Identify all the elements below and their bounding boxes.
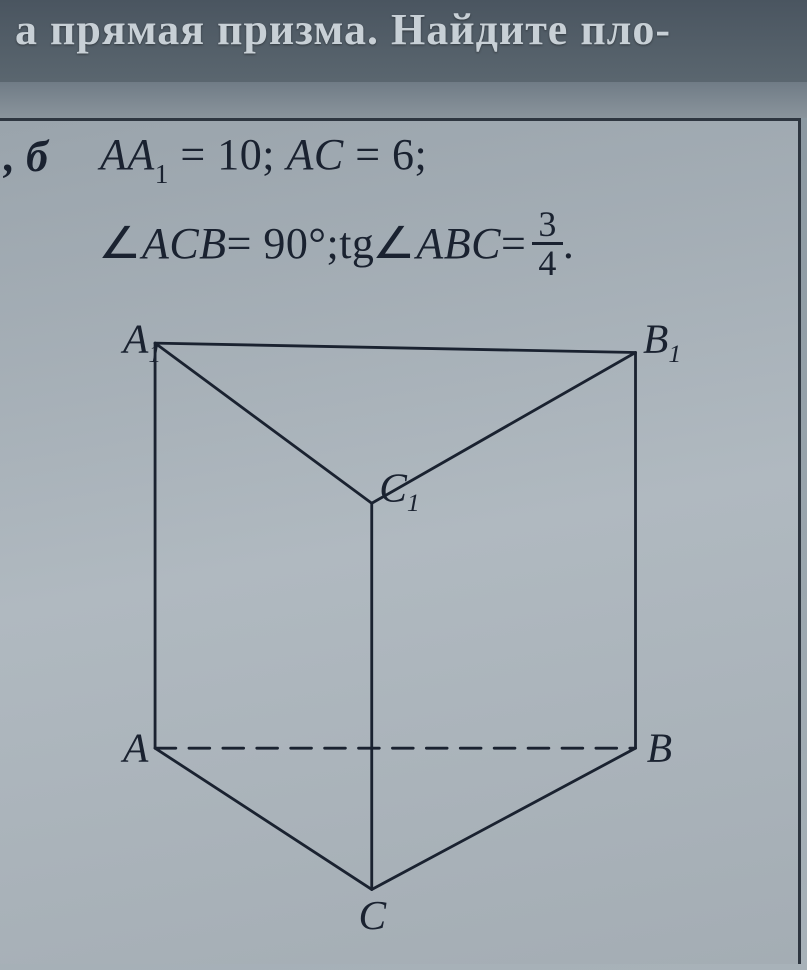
eq-90deg: = 90°; xyxy=(227,218,340,269)
fraction-3-4: 3 4 xyxy=(532,206,563,281)
var-AC: AC xyxy=(286,130,343,179)
header-fragment: а прямая призма. Найдите пло- xyxy=(0,0,807,86)
var-AA: AA xyxy=(100,130,155,179)
fraction-den: 4 xyxy=(532,245,563,281)
eq-10: = 10; xyxy=(169,130,287,179)
angle-symbol-2: ∠ xyxy=(372,218,416,269)
prism-diagram: A1 B1 C1 A B C xyxy=(60,296,740,946)
given-line-1: AA1 = 10; AC = 6; xyxy=(100,129,788,186)
given-line-2: ∠ACB = 90°; tg ∠ABC = 3 4 . xyxy=(100,206,788,281)
var-ACB: ACB xyxy=(142,218,227,269)
fraction-num: 3 xyxy=(532,206,563,242)
eq-6: = 6; xyxy=(344,130,428,179)
eq-sign: = xyxy=(501,218,526,269)
sub-1: 1 xyxy=(155,159,169,189)
svg-text:A: A xyxy=(120,724,149,770)
angle-symbol-1: ∠ xyxy=(98,218,142,269)
tg-label: tg xyxy=(339,218,374,269)
svg-text:C: C xyxy=(359,892,388,938)
given-conditions: AA1 = 10; AC = 6; ∠ACB = 90°; tg ∠ABC = … xyxy=(100,129,788,281)
page: а прямая призма. Найдите пло- , б AA1 = … xyxy=(0,0,807,970)
svg-text:A1: A1 xyxy=(120,316,161,368)
var-ABC: ABC xyxy=(416,218,501,269)
figure-box: , б AA1 = 10; AC = 6; ∠ACB = 90°; tg ∠AB… xyxy=(0,118,801,964)
gap-strip xyxy=(0,82,807,118)
period: . xyxy=(563,218,575,269)
problem-sub-label: , б xyxy=(4,131,48,182)
svg-text:C1: C1 xyxy=(379,464,419,516)
svg-text:B1: B1 xyxy=(643,316,681,368)
svg-text:B: B xyxy=(647,724,672,770)
